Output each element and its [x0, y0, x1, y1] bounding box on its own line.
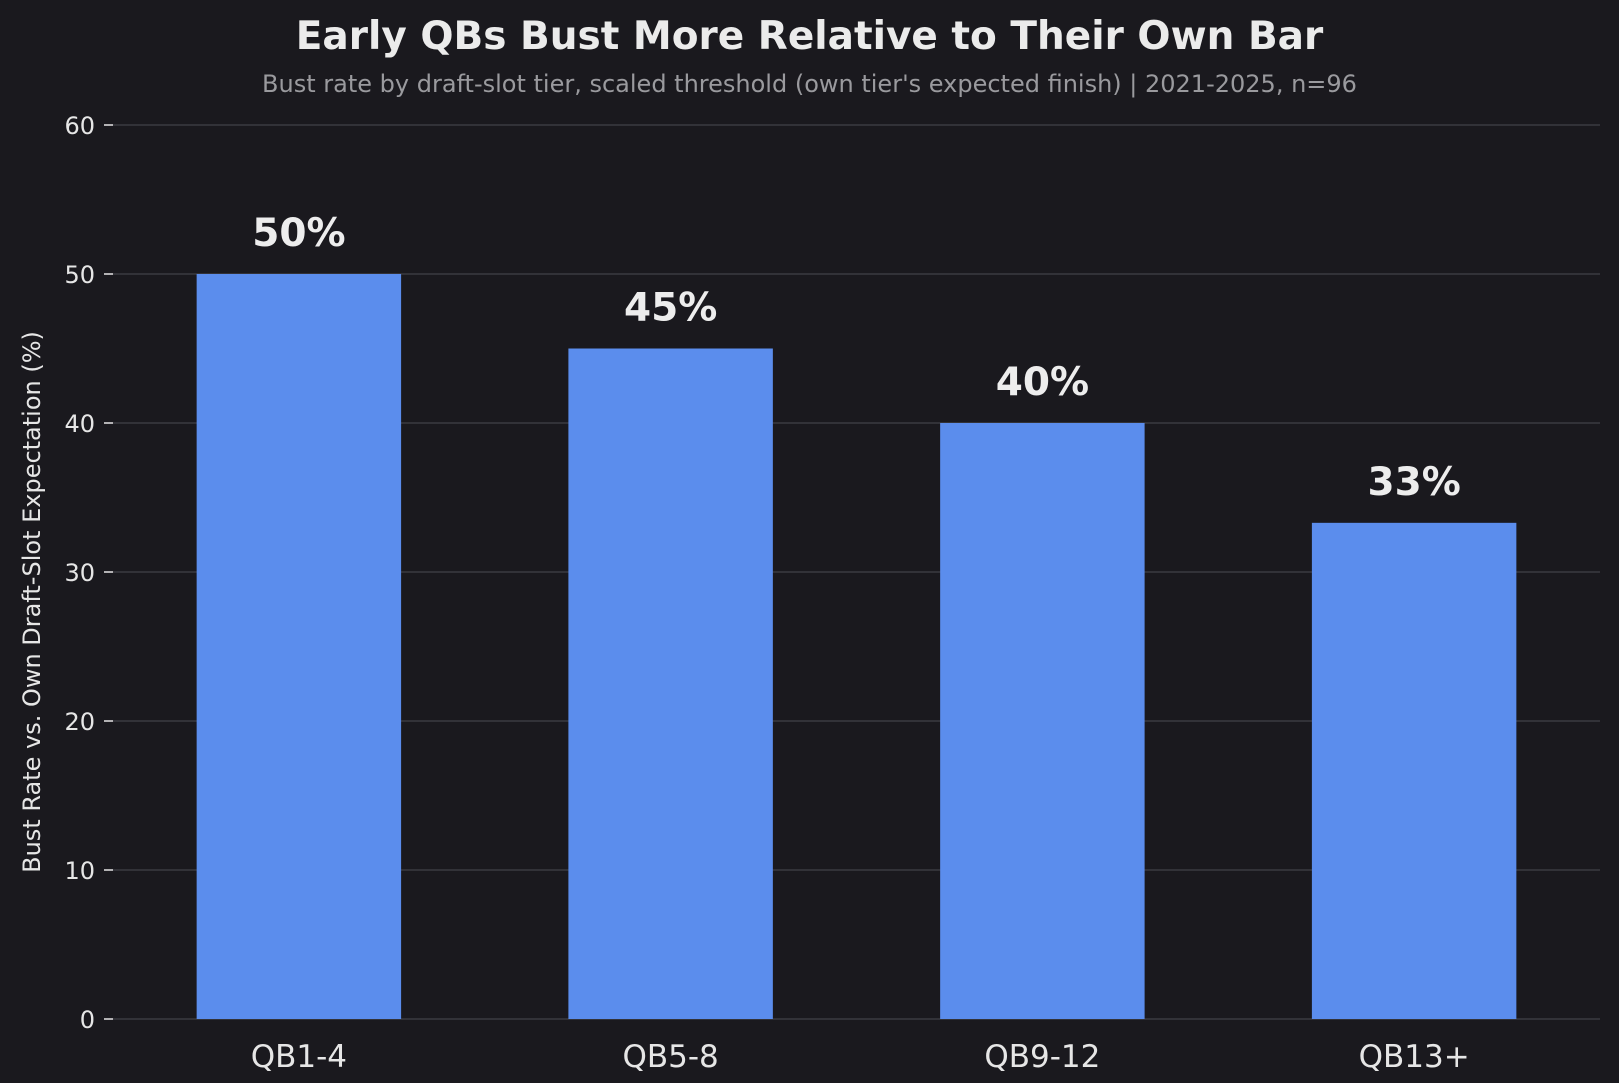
y-tick-label: 20 [64, 708, 95, 736]
data-label: 33% [1367, 460, 1460, 505]
x-tick-label: QB5-8 [622, 1039, 718, 1075]
bars [196, 274, 1517, 1019]
y-tick-label: 0 [80, 1006, 95, 1034]
y-tick-label: 60 [64, 112, 95, 140]
y-axis: 0 10 20 30 40 50 60 [64, 112, 113, 1034]
y-tick-label: 40 [64, 410, 95, 438]
x-tick-label: QB9-12 [984, 1039, 1100, 1075]
y-axis-label: Bust Rate vs. Own Draft-Slot Expectation… [18, 331, 46, 873]
bar [196, 274, 402, 1019]
y-tick-label: 30 [64, 559, 95, 587]
x-tick-label: QB1-4 [251, 1039, 347, 1075]
bar [1311, 522, 1517, 1019]
data-label: 50% [252, 211, 345, 256]
chart-title: Early QBs Bust More Relative to Their Ow… [295, 14, 1324, 59]
chart-subtitle: Bust rate by draft-slot tier, scaled thr… [262, 70, 1357, 98]
data-label: 45% [624, 286, 717, 331]
y-tick-label: 10 [64, 857, 95, 885]
data-label: 40% [996, 360, 1089, 405]
x-tick-label: QB13+ [1359, 1039, 1470, 1075]
labels: 50% QB1-4 45% QB5-8 40% QB9-12 33% QB13+ [251, 211, 1470, 1075]
bar [568, 348, 773, 1019]
bar [940, 423, 1145, 1019]
y-tick-label: 50 [64, 261, 95, 289]
